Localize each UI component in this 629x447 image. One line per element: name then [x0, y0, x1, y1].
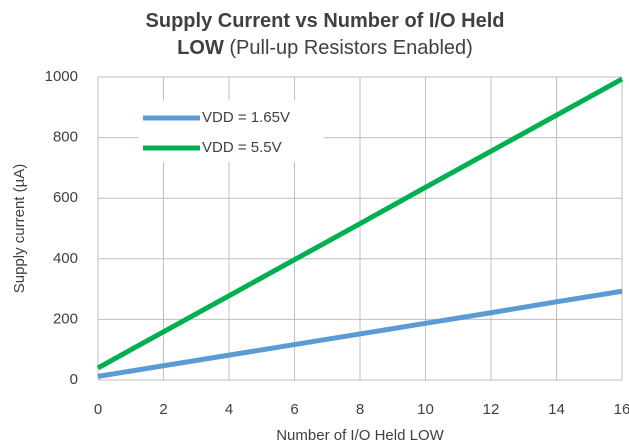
legend-label: VDD = 1.65V	[202, 109, 290, 126]
y-tick-label: 400	[53, 250, 78, 267]
x-tick-label: 2	[159, 401, 167, 418]
x-tick-label: 4	[225, 401, 233, 418]
y-tick-label: 200	[53, 310, 78, 327]
series-line	[96, 76, 624, 371]
chart-title-block: Supply Current vs Number of I/O Held LOW…	[130, 8, 520, 62]
series-line	[97, 288, 623, 379]
x-tick-label: 10	[417, 401, 434, 418]
y-tick-label: 1000	[45, 68, 78, 85]
x-axis-label: Number of I/O Held LOW	[276, 427, 444, 444]
x-tick-label: 8	[356, 401, 364, 418]
x-tick-label: 14	[548, 401, 565, 418]
y-tick-label: 0	[70, 371, 78, 388]
x-tick-label: 16	[614, 401, 629, 418]
legend-box	[139, 100, 324, 162]
y-tick-label: 600	[53, 189, 78, 206]
y-axis-label: Supply current (µA)	[11, 164, 28, 294]
x-tick-label: 6	[290, 401, 298, 418]
x-tick-label: 12	[483, 401, 500, 418]
chart-subtitle: (Pull-up Resistors Enabled)	[229, 37, 473, 59]
y-tick-label: 800	[53, 129, 78, 146]
legend-label: VDD = 5.5V	[202, 139, 282, 156]
chart-title: Supply Current vs Number of I/O Held LOW	[145, 10, 505, 59]
x-tick-label: 0	[94, 401, 102, 418]
